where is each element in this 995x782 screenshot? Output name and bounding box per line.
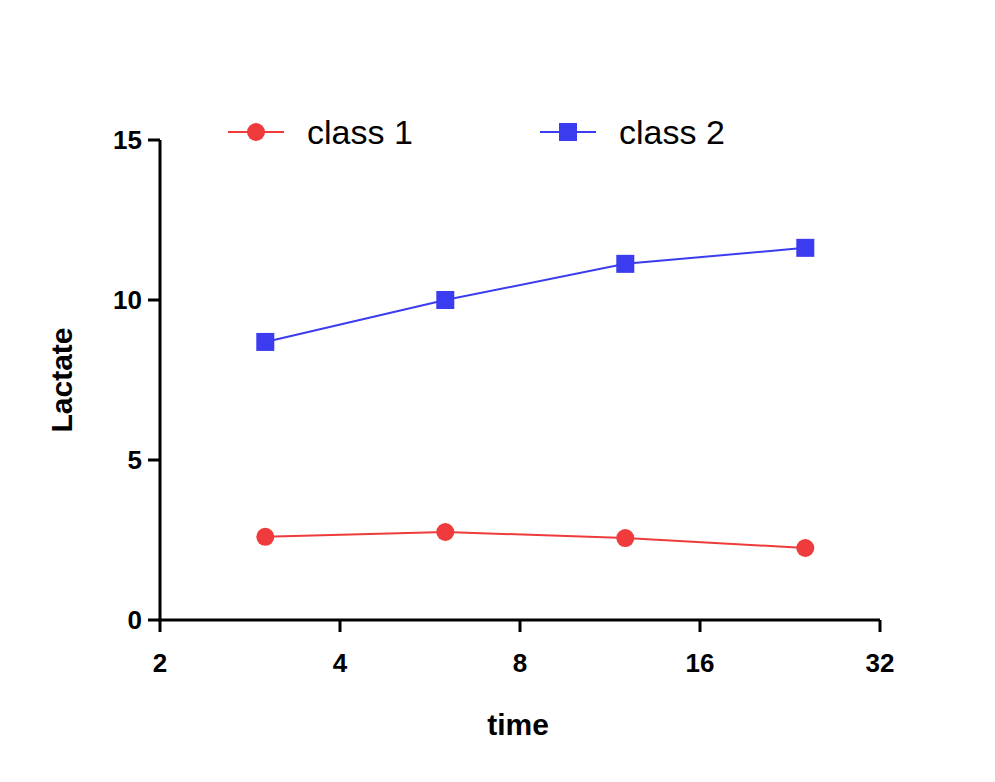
x-tick <box>339 620 342 632</box>
y-tick-label: 0 <box>128 605 142 635</box>
legend-marker <box>247 123 265 141</box>
point <box>256 528 274 546</box>
x-tick <box>519 620 522 632</box>
y-tick <box>148 459 160 462</box>
y-tick-label: 10 <box>113 285 142 315</box>
point <box>616 255 634 273</box>
y-axis-label: Lactate <box>45 327 78 432</box>
point <box>796 539 814 557</box>
plot-area <box>256 239 814 557</box>
y-tick <box>148 619 160 622</box>
x-tick <box>159 620 162 632</box>
chart: 0 5 10 15 2 4 8 16 32 time Lactate class 1 class 2 <box>0 0 995 782</box>
y-tick <box>148 299 160 302</box>
point <box>436 291 454 309</box>
y-tick <box>148 139 160 142</box>
legend-marker <box>559 123 577 141</box>
x-axis-label: time <box>487 708 549 741</box>
legend-label: class 1 <box>307 113 413 151</box>
x-tick-label: 4 <box>333 648 348 678</box>
y-tick-label: 5 <box>128 445 142 475</box>
point <box>616 529 634 547</box>
x-tick <box>879 620 882 632</box>
y-tick-label: 15 <box>113 125 142 155</box>
x-tick-label: 2 <box>153 648 167 678</box>
series-line <box>265 248 805 342</box>
legend-label: class 2 <box>619 113 725 151</box>
legend: class 1 class 2 <box>228 113 725 151</box>
x-tick <box>699 620 702 632</box>
y-axis <box>159 140 162 622</box>
point <box>256 333 274 351</box>
point <box>436 523 454 541</box>
x-tick-label: 32 <box>866 648 895 678</box>
x-tick-label: 16 <box>686 648 715 678</box>
series-line <box>265 532 805 548</box>
point <box>796 239 814 257</box>
x-tick-label: 8 <box>513 648 527 678</box>
